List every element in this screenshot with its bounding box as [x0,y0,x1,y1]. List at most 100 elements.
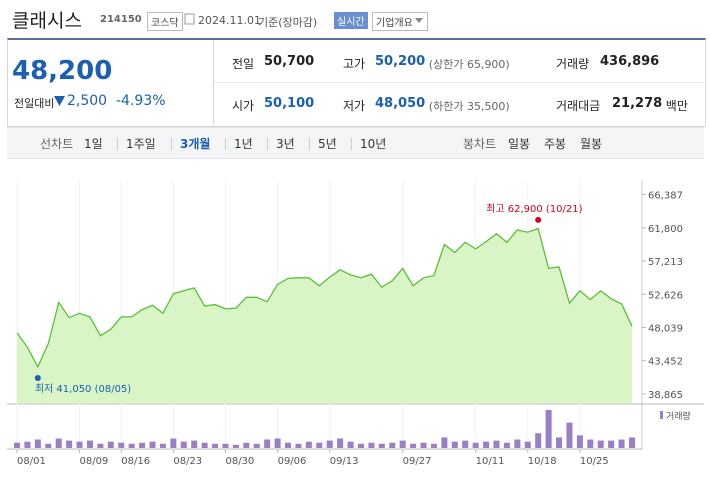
volume-bar [55,438,62,448]
volume-bar [587,439,594,448]
volume-bar [399,440,406,448]
company-info-button[interactable]: 기업개요 [372,12,428,31]
volume-bar [305,441,312,448]
candle-tab[interactable]: 일봉 [508,137,531,151]
volume-bar [274,438,281,448]
volume-bar [180,441,187,448]
volume-bar [389,442,396,448]
volume-bar [149,441,156,448]
price-area [17,228,632,403]
price: 48,200 [12,56,113,86]
volume-bar [212,443,219,448]
x-tick-label: 09/06 [278,456,307,467]
basis: 기준(장마감) [258,16,318,29]
y-tick-label: 38,865 [648,390,683,401]
stat-label: 저가 [343,99,366,113]
volume-bar [128,443,135,448]
volume-bar [535,433,542,448]
volume-bar [420,442,427,448]
volume-bar [97,443,104,448]
y-tick-label: 48,039 [648,323,683,334]
change-pct: -4.93% [116,93,166,109]
tab-group-label: 선차트 [40,137,74,151]
divider [214,82,704,83]
stat-unit: 백만 [665,99,688,113]
volume-bar [503,442,510,448]
stat-value: 21,278 [612,96,663,111]
divider [213,40,214,125]
volume-bar [118,442,125,448]
volume-bar [243,442,250,448]
range-tab[interactable]: 10년 [360,137,387,151]
tab-group-label: 봉차트 [463,137,497,151]
volume-bar [337,438,344,448]
extreme-marker [535,216,542,223]
volume-bar [462,440,469,448]
volume-bar [566,422,573,448]
range-tab[interactable]: 1일 [84,137,103,151]
date: 2024.11.01 [198,14,261,27]
stat-value: 50,200 [375,54,426,69]
stat-label: 거래대금 [556,99,601,113]
stat-label: 고가 [343,57,366,71]
y-tick-label: 43,452 [648,357,683,368]
range-tab[interactable]: 3년 [276,137,295,151]
volume-bar [545,410,552,448]
volume-bar [483,441,490,448]
y-tick-label: 61,800 [648,224,683,235]
candle-tab[interactable]: 월봉 [580,137,603,151]
tab-separator [225,138,226,150]
tab-separator [171,138,172,150]
volume-bar [451,441,458,448]
tab-separator [351,138,352,150]
change: 2,500 [67,93,108,109]
volume-bar [295,443,302,448]
range-tab[interactable]: 5년 [318,137,337,151]
realtime-badge[interactable]: 실시간 [334,12,368,29]
stat-label: 거래량 [556,57,590,71]
stat-value: 50,100 [264,96,315,111]
volume-bar [524,441,531,448]
range-tab[interactable]: 3개월 [180,137,211,151]
volume-bar [264,439,271,448]
quote-box [7,38,706,127]
legend-swatch [660,411,663,419]
x-tick-label: 10/25 [580,456,609,467]
y-tick-label: 66,387 [648,191,683,202]
x-tick-label: 08/30 [225,456,254,467]
tab-separator [117,138,118,150]
volume-bar [34,439,41,448]
volume-bar [253,443,260,448]
volume-bar [222,443,229,448]
volume-bar [191,440,198,448]
volume-bar [45,443,52,448]
volume-bar [608,440,615,448]
stat-label: 전일 [232,57,255,71]
range-tab[interactable]: 1주일 [126,137,156,151]
tab-separator [309,138,310,150]
volume-bar [378,443,385,448]
down-arrow [54,96,65,106]
volume-bar [139,442,146,448]
extreme-marker [34,375,41,382]
extreme-label: 최저 41,050 (08/05) [35,383,131,395]
range-tab[interactable]: 1년 [234,137,253,151]
volume-bar [107,441,114,448]
volume-bar [576,435,583,448]
volume-bar [232,444,239,448]
candle-tab[interactable]: 주봉 [544,137,567,151]
volume-bar [368,442,375,448]
stat-note: (상한가 65,900) [428,58,510,71]
stat-note: (하한가 35,500) [428,100,510,113]
x-tick-label: 09/13 [330,456,359,467]
volume-bar [597,440,604,448]
legend-label: 거래량 [666,410,691,422]
volume-bar [285,442,292,448]
market-badge: 코스닥 [147,12,183,31]
y-tick-label: 52,626 [648,290,683,301]
stat-label: 시가 [232,99,255,113]
y-tick-label: 57,213 [648,257,683,268]
volume-bar [629,437,635,448]
